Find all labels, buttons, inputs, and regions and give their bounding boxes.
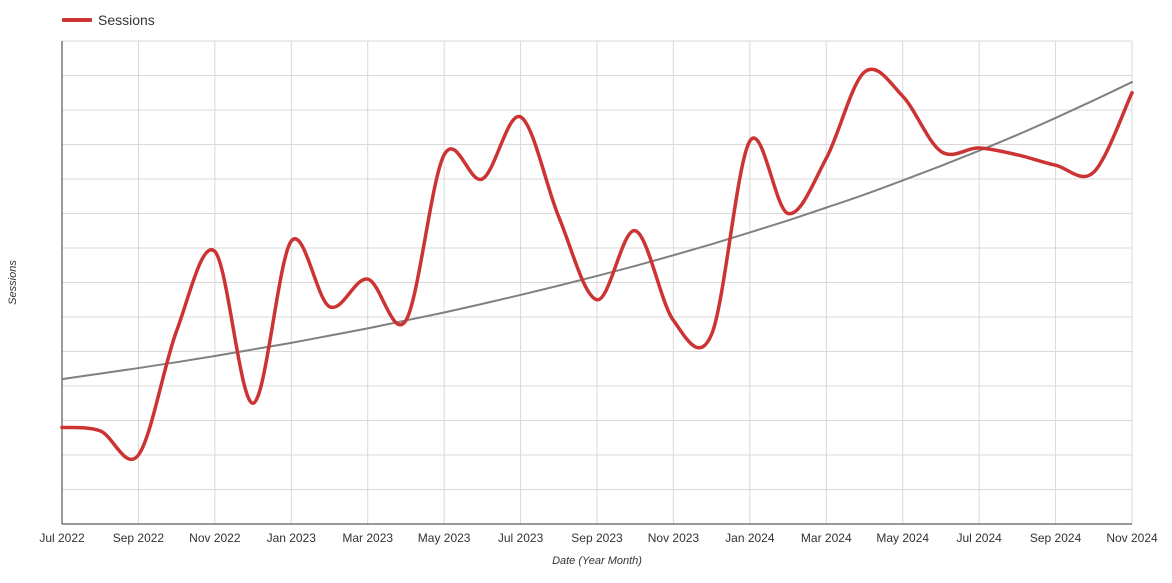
legend-label-sessions: Sessions (98, 12, 155, 28)
x-tick-label: Jan 2024 (725, 531, 775, 545)
x-tick-label: Nov 2024 (1106, 531, 1158, 545)
x-axis-title: Date (Year Month) (552, 555, 642, 567)
x-tick-label: Sep 2024 (1030, 531, 1082, 545)
x-tick-label: Sep 2022 (113, 531, 165, 545)
x-tick-label: Mar 2023 (342, 531, 393, 545)
series-layer (60, 67, 1134, 461)
x-tick-label: Jul 2023 (498, 531, 544, 545)
x-tick-label: Sep 2023 (571, 531, 623, 545)
x-tick-labels: Jul 2022 Sep 2022 Nov 2022 Jan 2023 Mar 2023… (39, 531, 1158, 545)
x-tick-label: Nov 2022 (189, 531, 241, 545)
x-tick-label: May 2024 (876, 531, 929, 545)
series-line-sessions (60, 67, 1134, 461)
axes (61, 41, 1132, 525)
x-tick-label: Jul 2022 (39, 531, 85, 545)
grid (61, 40, 1133, 525)
x-tick-label: Mar 2024 (801, 531, 852, 545)
x-tick-label: Nov 2023 (648, 531, 700, 545)
legend-swatch-sessions (62, 18, 92, 22)
trendline (61, 81, 1133, 381)
legend[interactable]: Sessions (62, 9, 155, 31)
y-axis-title: Sessions (7, 260, 19, 305)
x-tick-label: Jan 2023 (267, 531, 317, 545)
x-tick-label: Jul 2024 (956, 531, 1002, 545)
x-tick-label: May 2023 (418, 531, 471, 545)
